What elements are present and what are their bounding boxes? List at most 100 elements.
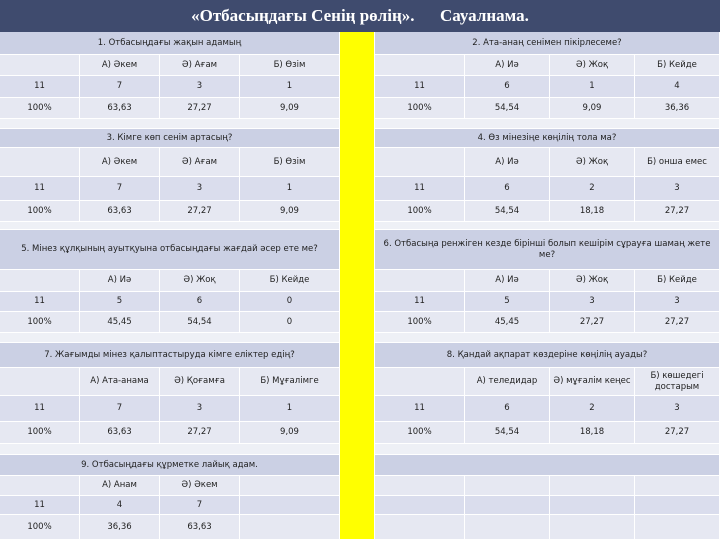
- option: Ә) Жоқ: [550, 148, 635, 177]
- percent: [240, 515, 340, 540]
- percent: 9,09: [240, 201, 340, 222]
- empty-cell: [0, 148, 80, 177]
- count: 4: [80, 496, 160, 515]
- count: 11: [0, 177, 80, 201]
- count: 1: [240, 396, 340, 422]
- option: Ә) Жоқ: [550, 55, 635, 76]
- spacer: [0, 444, 340, 455]
- count: 7: [80, 177, 160, 201]
- count: 11: [375, 76, 465, 98]
- option: А) Иә: [465, 55, 550, 76]
- count: 3: [550, 292, 635, 312]
- option: Ә) Жоқ: [160, 270, 240, 292]
- count: 6: [465, 177, 550, 201]
- percent: 9,09: [550, 98, 635, 119]
- separator-column: [340, 32, 375, 540]
- percent: 9,09: [240, 422, 340, 444]
- option: Ә) Жоқ: [550, 270, 635, 292]
- option: Б) Өзім: [240, 55, 340, 76]
- count: 11: [0, 292, 80, 312]
- option: Ә) Ағам: [160, 148, 240, 177]
- percent: [635, 515, 720, 540]
- percent: 27,27: [635, 201, 720, 222]
- percent: 100%: [375, 422, 465, 444]
- count: 3: [635, 177, 720, 201]
- count: 2: [550, 177, 635, 201]
- count: 7: [160, 496, 240, 515]
- percent: 27,27: [635, 312, 720, 333]
- question: 6. Отбасыңа ренжіген кезде бірінші болып…: [375, 230, 720, 270]
- count: [550, 496, 635, 515]
- percent: 100%: [375, 98, 465, 119]
- question: 8. Қандай ақпарат көздеріне көңілің ауад…: [375, 343, 720, 368]
- empty-cell: [375, 368, 465, 396]
- option: А) Анам: [80, 476, 160, 496]
- count: 1: [240, 76, 340, 98]
- empty-cell: [0, 476, 80, 496]
- title: «Отбасыңдағы Сенің рөлің». Сауалнама.: [0, 0, 720, 32]
- option: Б) көшедегі достарым: [635, 368, 720, 396]
- count: 3: [160, 396, 240, 422]
- percent: 100%: [375, 201, 465, 222]
- percent: 100%: [0, 422, 80, 444]
- count: 1: [550, 76, 635, 98]
- option: Ә) мұғалім кеңес: [550, 368, 635, 396]
- percent: [375, 515, 465, 540]
- option: Б) Кейде: [635, 270, 720, 292]
- option: Б) Мұғалімге: [240, 368, 340, 396]
- percent: 45,45: [80, 312, 160, 333]
- percent: 27,27: [635, 422, 720, 444]
- percent: 100%: [0, 515, 80, 540]
- empty-cell: [375, 270, 465, 292]
- count: 6: [465, 76, 550, 98]
- option: А) Ата-анама: [80, 368, 160, 396]
- question: 9. Отбасыңдағы құрметке лайық адам.: [0, 455, 340, 476]
- empty-cell: [375, 476, 465, 496]
- count: 7: [80, 76, 160, 98]
- option: [465, 476, 550, 496]
- option: А) Иә: [465, 148, 550, 177]
- question: 2. Ата-анаң сенімен пікірлесеме?: [375, 32, 720, 55]
- percent: [550, 515, 635, 540]
- percent: 27,27: [550, 312, 635, 333]
- question: 1. Отбасыңдағы жақын адамың: [0, 32, 340, 55]
- option: Б) Кейде: [635, 55, 720, 76]
- percent: 54,54: [465, 201, 550, 222]
- option: Б) Кейде: [240, 270, 340, 292]
- count: 11: [0, 396, 80, 422]
- option: А) Иә: [465, 270, 550, 292]
- percent: 18,18: [550, 422, 635, 444]
- percent: 45,45: [465, 312, 550, 333]
- option: Б) онша емес: [635, 148, 720, 177]
- count: 3: [160, 177, 240, 201]
- percent: 63,63: [80, 98, 160, 119]
- count: 2: [550, 396, 635, 422]
- count: 11: [375, 292, 465, 312]
- empty-cell: [0, 270, 80, 292]
- empty-cell: [0, 368, 80, 396]
- option: А) Иә: [80, 270, 160, 292]
- option: А) Әкем: [80, 55, 160, 76]
- percent: 27,27: [160, 422, 240, 444]
- count: 4: [635, 76, 720, 98]
- count: [240, 496, 340, 515]
- option: [635, 476, 720, 496]
- spacer: [375, 444, 720, 455]
- percent: 63,63: [160, 515, 240, 540]
- option: [240, 476, 340, 496]
- percent: 100%: [0, 98, 80, 119]
- empty-cell: [0, 55, 80, 76]
- count: 3: [635, 396, 720, 422]
- percent: 100%: [0, 201, 80, 222]
- question: 4. Өз мінезіңе көңілің тола ма?: [375, 129, 720, 148]
- option: Ә) Қоғамға: [160, 368, 240, 396]
- count: 6: [465, 396, 550, 422]
- empty-cell: [375, 148, 465, 177]
- count: 11: [375, 396, 465, 422]
- percent: 100%: [375, 312, 465, 333]
- count: [465, 496, 550, 515]
- count: 0: [240, 292, 340, 312]
- empty-cell: [375, 55, 465, 76]
- percent: 100%: [0, 312, 80, 333]
- percent: 18,18: [550, 201, 635, 222]
